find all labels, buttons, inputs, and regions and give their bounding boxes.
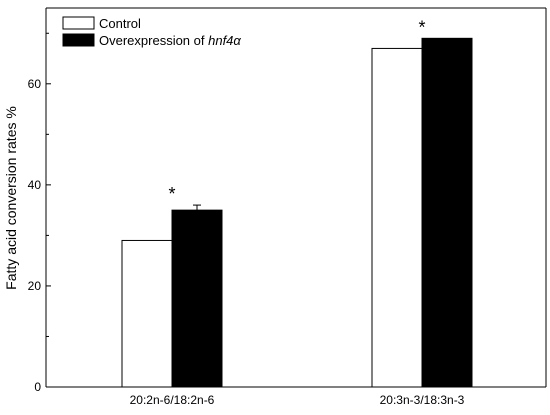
x-tick-label: 20:3n-3/18:3n-3 (380, 393, 465, 407)
y-tick-label: 20 (28, 279, 42, 293)
legend: Control Overexpression of hnf4α (62, 16, 241, 48)
bar-overexpression (421, 37, 473, 388)
y-tick-label: 0 (34, 380, 41, 394)
legend-label-control: Control (99, 16, 141, 31)
legend-label-overexpression: Overexpression of hnf4α (99, 33, 241, 48)
x-tick-label: 20:2n-6/18:2n-6 (130, 393, 215, 407)
legend-label-overexpression-prefix: Overexpression of (99, 33, 208, 48)
y-tick-label: 60 (28, 77, 42, 91)
bars (121, 37, 473, 388)
significance-asterisk: * (418, 17, 425, 37)
legend-swatch-overexpression (62, 33, 95, 47)
bar-overexpression (171, 209, 223, 388)
significance-asterisk: * (168, 184, 175, 204)
legend-swatch-control (62, 16, 95, 30)
y-axis-title: Fatty acid conversion rates % (3, 106, 19, 290)
bar-control (121, 239, 173, 388)
y-ticks: 0 20 40 60 (28, 32, 51, 394)
bar-control (371, 47, 423, 388)
y-tick-label: 40 (28, 178, 42, 192)
significance-marks: ** (168, 17, 425, 204)
legend-label-overexpression-gene: hnf4α (208, 33, 241, 48)
